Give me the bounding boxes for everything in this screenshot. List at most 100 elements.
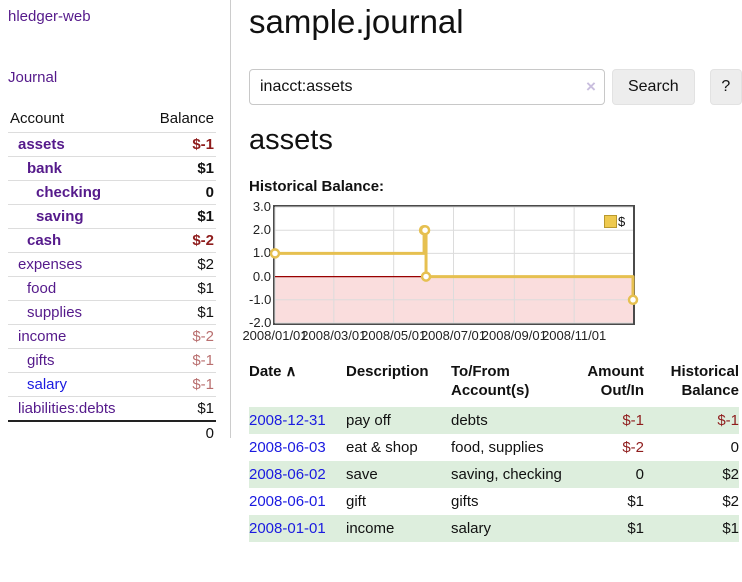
transaction-amount: $-2 [622, 439, 644, 456]
page-title: sample.journal [249, 3, 464, 40]
y-axis-tick-label: 3.0 [252, 199, 271, 214]
sidebar-account-link-assets[interactable]: assets [18, 136, 65, 153]
transaction-balance: $2 [722, 493, 739, 510]
chart-canvas [269, 206, 639, 324]
account-balance: $-2 [192, 232, 214, 249]
sidebar-account-link-bank[interactable]: bank [27, 160, 63, 177]
account-balance: $-1 [192, 376, 214, 393]
transaction-balance: $-1 [717, 412, 739, 429]
column-header-amount: Amount Out/In [587, 363, 644, 399]
account-balance: $1 [197, 160, 214, 177]
x-axis-tick-label: 2008/11/01 [542, 328, 607, 343]
transaction-row: 2008-06-02 save saving, checking 0 $2 [249, 461, 739, 488]
app-title-link[interactable]: hledger-web [8, 8, 91, 25]
transaction-description: gift [346, 493, 367, 510]
search-bar: × Search ? [249, 69, 742, 105]
sort-ascending-icon: ∧ [285, 363, 297, 380]
x-axis-tick-label: 2008/07/01 [420, 328, 487, 343]
transaction-description: income [346, 520, 395, 537]
chart-title: Historical Balance: [249, 178, 385, 195]
sidebar-account-link-checking[interactable]: checking [36, 184, 102, 201]
column-header-date[interactable]: Date ∧ [249, 363, 297, 380]
account-row: gifts $-1 [8, 348, 216, 373]
account-balance: $-2 [192, 328, 214, 345]
y-axis-tick-label: 2.0 [252, 222, 271, 238]
transaction-row: 2008-12-31 pay off debts $-1 $-1 [249, 407, 739, 434]
account-balance: $1 [197, 280, 214, 297]
transaction-accounts: food, supplies [451, 439, 544, 456]
total-row: 0 [8, 421, 216, 445]
account-balance: $-1 [192, 352, 214, 369]
account-row: expenses $2 [8, 252, 216, 277]
y-axis-tick-label: -2.0 [249, 315, 272, 330]
account-balance: $1 [197, 208, 214, 225]
transaction-accounts: saving, checking [451, 466, 562, 483]
transaction-description: pay off [346, 412, 391, 429]
transaction-date-link[interactable]: 2008-06-02 [249, 466, 326, 483]
transaction-register-table: Date ∧ Description To/From Account(s) Amount… [249, 360, 739, 542]
data-point [269, 248, 281, 259]
transaction-row: 2008-01-01 income salary $1 $1 [249, 515, 739, 542]
transaction-amount: $1 [627, 520, 644, 537]
account-row: income $-2 [8, 324, 216, 349]
search-button[interactable]: Search [611, 69, 695, 105]
transaction-date-link[interactable]: 2008-12-31 [249, 412, 326, 429]
x-axis-tick-label: 2008/01/01 [242, 328, 308, 343]
total-balance: 0 [205, 425, 214, 442]
transaction-balance: 0 [730, 439, 739, 456]
sidebar-item-journal[interactable]: Journal [8, 69, 58, 86]
account-row: supplies $1 [8, 300, 216, 325]
clear-search-icon[interactable]: × [586, 77, 596, 96]
help-button[interactable]: ? [709, 69, 742, 105]
sidebar-account-link-food[interactable]: food [27, 280, 57, 297]
legend-label: $ [618, 214, 626, 229]
sidebar-account-link-cash[interactable]: cash [27, 232, 62, 249]
transaction-accounts: debts [451, 412, 488, 429]
column-header-description: Description [346, 363, 429, 380]
y-axis-tick-label: 1.0 [252, 245, 271, 261]
sidebar-account-link-liabilities-debts[interactable]: liabilities:debts [18, 400, 116, 417]
transaction-date-link[interactable]: 2008-01-01 [249, 520, 326, 537]
x-axis-tick-label: 2008/09/01 [481, 328, 547, 343]
transaction-date-link[interactable]: 2008-06-03 [249, 439, 326, 456]
chart-plot-area [269, 205, 639, 325]
transaction-row: 2008-06-03 eat & shop food, supplies $-2 0 [249, 434, 739, 461]
transaction-row: 2008-06-01 gift gifts $1 $2 [249, 488, 739, 515]
sidebar-account-link-income[interactable]: income [18, 328, 67, 345]
transaction-date-link[interactable]: 2008-06-01 [249, 493, 326, 510]
legend-swatch-icon [604, 215, 617, 228]
transaction-description: save [346, 466, 378, 483]
transaction-accounts: salary [451, 520, 492, 537]
account-balance: $2 [197, 256, 214, 273]
sidebar-account-link-gifts[interactable]: gifts [27, 352, 55, 369]
account-column-header: Account [10, 110, 65, 127]
data-point [420, 271, 432, 282]
account-row: cash $-2 [8, 228, 216, 253]
data-point [419, 224, 431, 236]
account-balance: $1 [197, 304, 214, 321]
account-row: bank $1 [8, 156, 216, 181]
account-balance: $-1 [192, 136, 214, 153]
account-row: salary $-1 [8, 372, 216, 397]
transaction-description: eat & shop [346, 439, 418, 456]
account-balance: $1 [197, 400, 214, 417]
account-tree-table: Account Balance assets $-1 bank $1 checking 0… [8, 106, 216, 445]
chart-legend: $ [604, 214, 625, 229]
x-axis-tick-label: 2008/05/01 [361, 328, 427, 343]
account-heading: assets [249, 124, 333, 156]
account-row: assets $-1 [8, 132, 216, 157]
y-axis-tick-label: -1.0 [249, 291, 272, 307]
column-header-historical: Historical Balance [670, 363, 739, 399]
column-header-to-from: To/From Account(s) [451, 363, 530, 399]
account-row: saving $1 [8, 204, 216, 229]
sidebar: hledger-web Journal Account Balance asse… [0, 0, 231, 442]
sidebar-account-link-salary[interactable]: salary [27, 376, 68, 393]
x-axis-tick-label: 2008/03/01 [301, 328, 367, 343]
account-row: liabilities:debts $1 [8, 396, 216, 422]
sidebar-account-link-saving[interactable]: saving [36, 208, 84, 225]
y-axis-tick-label: 0.0 [252, 268, 271, 284]
sidebar-account-link-supplies[interactable]: supplies [27, 304, 83, 321]
sidebar-account-link-expenses[interactable]: expenses [18, 256, 83, 273]
search-input[interactable] [249, 69, 605, 105]
transaction-balance: $1 [722, 520, 739, 537]
